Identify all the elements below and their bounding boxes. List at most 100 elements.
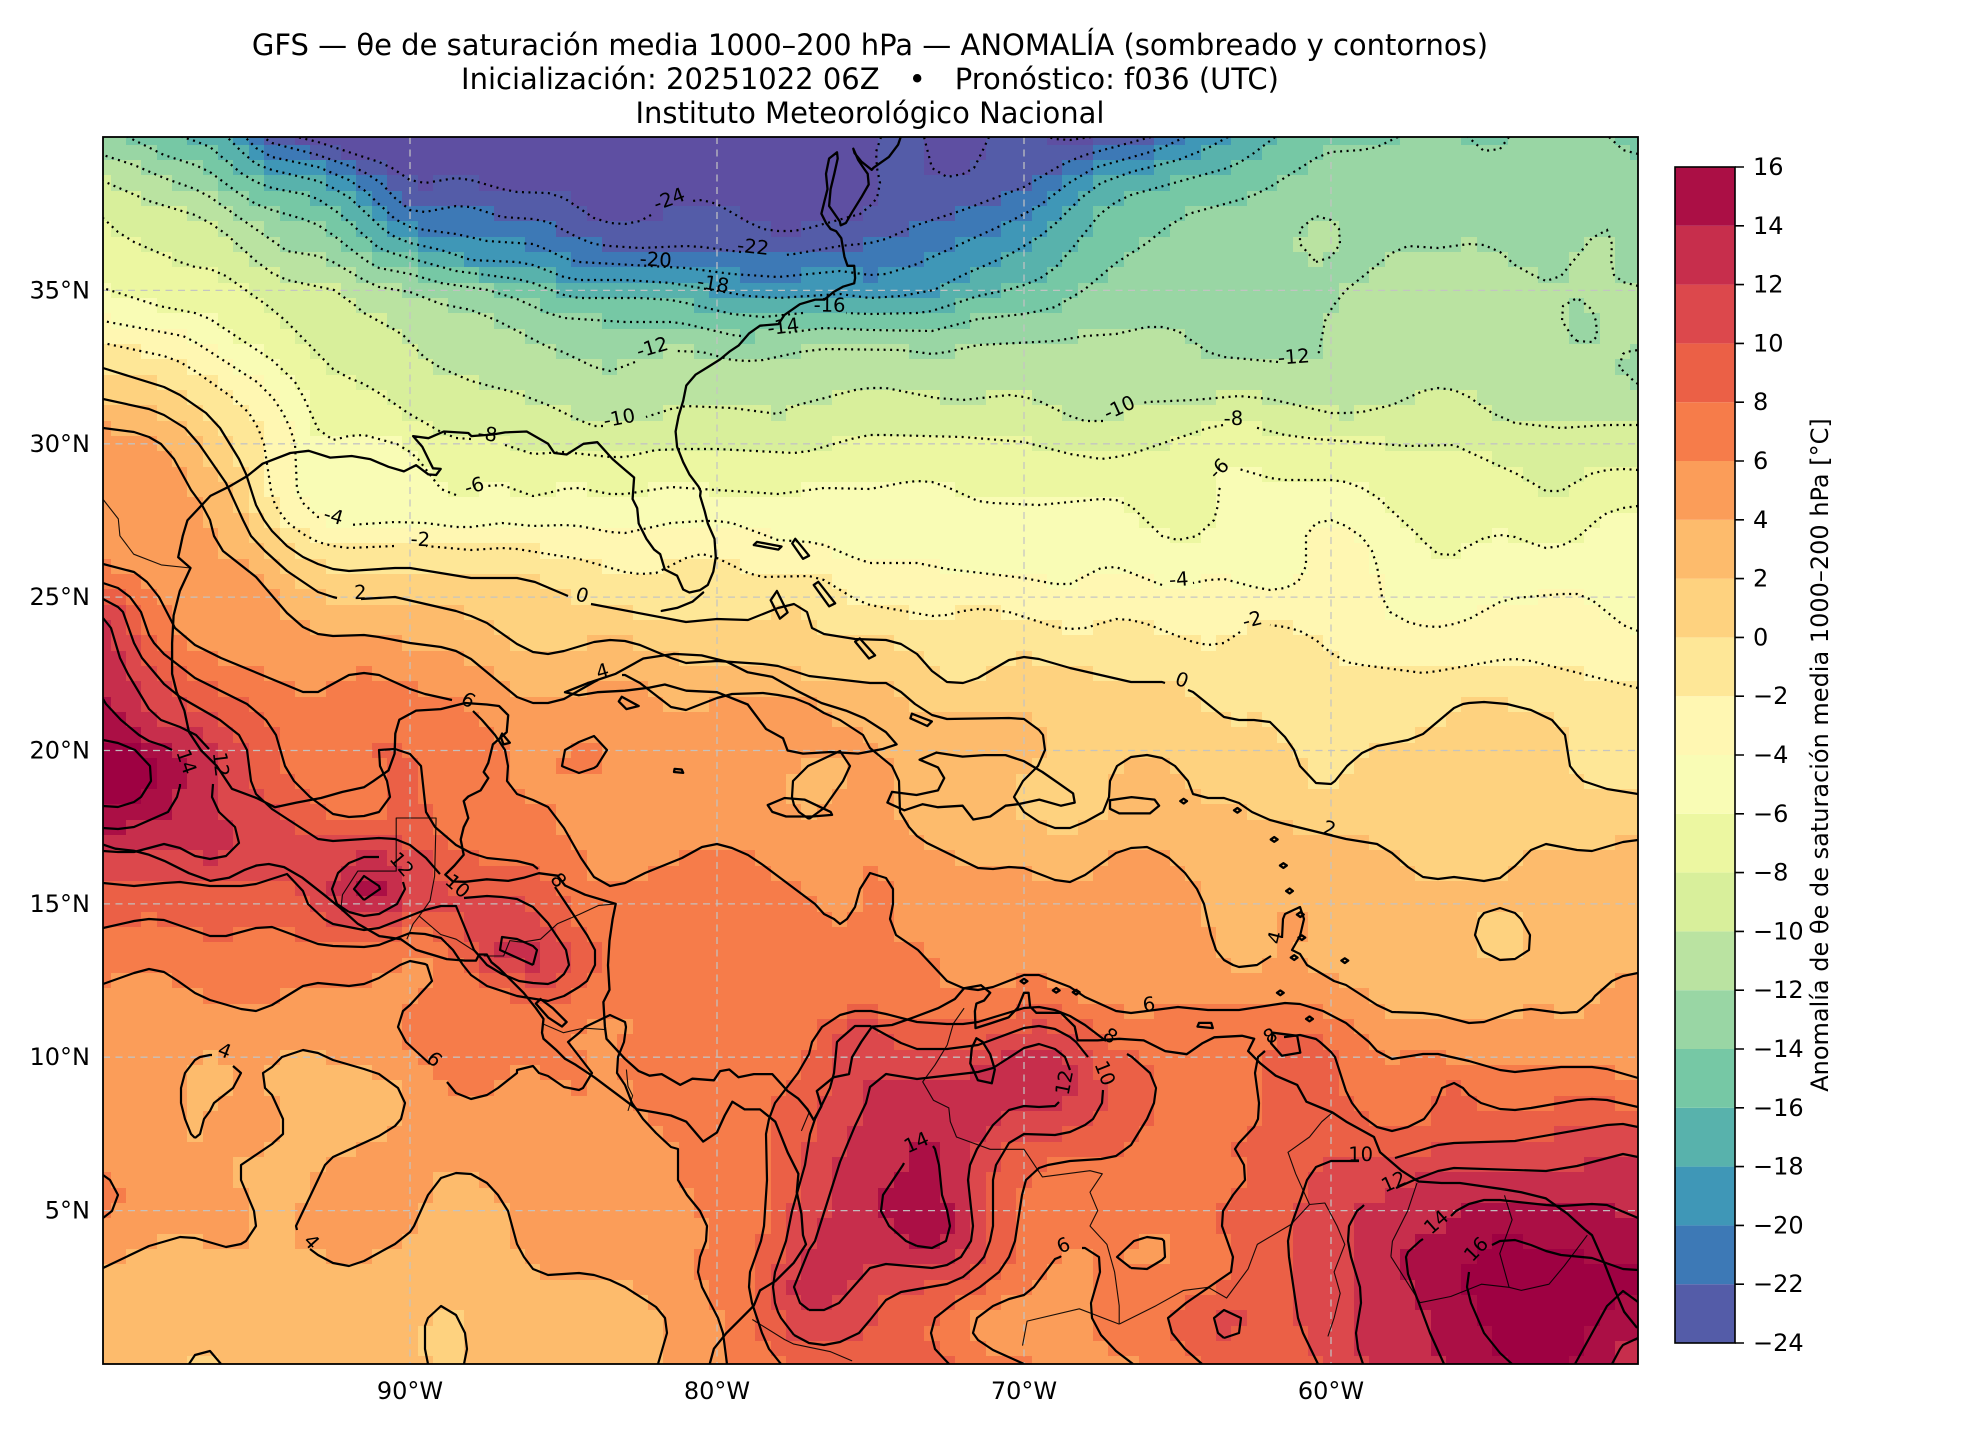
x-tick-label-80w: 80°W: [684, 1377, 750, 1405]
fill-region-f7: [103, 175, 1638, 497]
fill-region-f9: [103, 283, 1638, 635]
negative-contours: [103, 137, 1638, 690]
colorbar-tick-label: 16: [1753, 153, 1784, 181]
contour-line-positive: [1115, 1235, 1167, 1271]
contour-line-negative: [103, 153, 636, 373]
border-gy_br: [1309, 1202, 1346, 1337]
colorbar-tick-label: −10: [1753, 917, 1804, 945]
contour-label: 12: [1051, 1068, 1078, 1097]
coastline-jamaica: [766, 796, 834, 818]
colorbar-bin-14-to-16: [1675, 167, 1735, 226]
colorbar-tick-label: −18: [1753, 1153, 1804, 1181]
fill-region-f8: [103, 221, 1638, 559]
title-line-1: GFS — θe de saturación media 1000–200 hP…: [252, 28, 1488, 62]
fill-region-f2: [233, 137, 1231, 298]
fill-region-f10: [103, 313, 1638, 681]
colorbar-bin--2-to-0: [1675, 637, 1735, 697]
colorbar-tick-label: 14: [1753, 212, 1784, 240]
colorbar-tick-label: −22: [1753, 1270, 1804, 1298]
coastline-us_atl_gulf_mex_sa: [170, 137, 1638, 1329]
coastline-keys: [660, 591, 705, 613]
contour-line-positive: [1280, 905, 1638, 1025]
contour-line-positive: [103, 698, 173, 751]
colorbar-bin--16-to--14: [1675, 1049, 1735, 1108]
contour-label: -20: [639, 247, 672, 272]
fill-region-f3: [187, 137, 1277, 313]
coastline-small-antilles: [1019, 797, 1350, 1023]
contour-label: -14: [766, 313, 800, 340]
contour-line-positive: [590, 602, 1166, 685]
colorbar-bin-2-to-4: [1675, 519, 1735, 579]
contour-line-positive: [103, 598, 441, 875]
colorbar-tick-label: 8: [1753, 388, 1768, 416]
coastline-hispaniola: [886, 751, 1076, 821]
contour-line-positive: [792, 1042, 1072, 1311]
contour-line-positive: [103, 738, 153, 809]
coastline-trinidad: [1269, 1031, 1302, 1057]
contour-line-negative: [244, 137, 1186, 279]
contour-line-negative: [676, 325, 1279, 364]
title-line-3: Instituto Meteorológico Nacional: [636, 96, 1105, 130]
contour-line-negative: [1142, 386, 1638, 430]
colorbar-bin--4-to--2: [1675, 696, 1735, 755]
contour-line-positive: [103, 1174, 120, 1219]
contour-line-positive: [809, 1101, 1060, 1312]
contour-line-negative: [1047, 137, 1092, 142]
contour-label: -12: [1277, 344, 1310, 369]
contour-label: -4: [1168, 567, 1189, 591]
contour-label: -8: [476, 421, 499, 447]
colorbar-bin-4-to-6: [1675, 461, 1735, 520]
fill-region-f0: [264, 137, 1154, 252]
contour-label: 4: [593, 658, 611, 684]
y-tick-label-25n: 25°N: [30, 583, 91, 611]
contour-line-positive: [790, 749, 852, 820]
contour-line-positive: [1286, 1159, 1359, 1364]
fill-region-f1: [249, 137, 1185, 283]
colorbar-tick-label: −2: [1753, 682, 1788, 710]
border-ni_cr: [541, 1022, 605, 1034]
title-line-2: Inicialización: 20251022 06Z • Pronóstic…: [461, 62, 1279, 96]
border-co_ve: [922, 1007, 1120, 1325]
border-mx_gt_bz: [340, 817, 437, 940]
colorbar-tick-label: 4: [1753, 506, 1768, 534]
contour-line-positive: [971, 1255, 1062, 1364]
country-borders: [103, 498, 1588, 1362]
contour-line-positive: [103, 562, 453, 702]
contour-line-positive: [916, 1145, 952, 1250]
coastline-andros: [769, 589, 789, 620]
map-frame: [102, 136, 1639, 1365]
contour-label: 2: [354, 581, 367, 604]
fill-region-fu: [295, 137, 1093, 237]
contour-line-positive: [1611, 1337, 1638, 1364]
contour-line-positive: [929, 1053, 1158, 1364]
y-tick-label-5n: 5°N: [45, 1197, 90, 1225]
contour-line-positive: [194, 1065, 243, 1139]
colorbar-axis-label: Anomalía de θe de saturación media 1000–…: [1806, 418, 1834, 1092]
coastline-inagua: [909, 712, 934, 728]
x-tick-label-70w: 70°W: [991, 1377, 1057, 1405]
colorbar-bin-8-to-10: [1675, 343, 1735, 403]
y-tick-label-15n: 15°N: [30, 890, 91, 918]
contour-label: -2: [410, 527, 431, 551]
contour-line-positive: [103, 426, 599, 705]
border-hn_ni: [483, 903, 616, 957]
x-axis-labels: 90°W 80°W 70°W 60°W: [377, 1377, 1364, 1405]
colorbar-bin-0-to-2: [1675, 578, 1735, 638]
coastline-puertorico: [1108, 795, 1161, 815]
contour-line-positive: [103, 784, 182, 831]
contour-line-positive: [188, 1349, 222, 1364]
contour-label: 10: [1348, 1143, 1373, 1166]
plot-title: GFS — θe de saturación media 1000–200 hP…: [252, 28, 1488, 130]
border-ve_br: [1118, 1204, 1310, 1325]
contour-line-positive: [1394, 1122, 1638, 1160]
colorbar-tick-label: −12: [1753, 976, 1804, 1004]
contour-label: 2: [1321, 816, 1339, 841]
x-tick-label-60w: 60°W: [1298, 1377, 1364, 1405]
coastline-cuba: [563, 652, 898, 755]
y-tick-label-20n: 20°N: [30, 737, 91, 765]
border-us_mx: [103, 498, 191, 569]
contour-line-negative: [103, 286, 457, 497]
contour-line-negative: [1560, 296, 1599, 344]
